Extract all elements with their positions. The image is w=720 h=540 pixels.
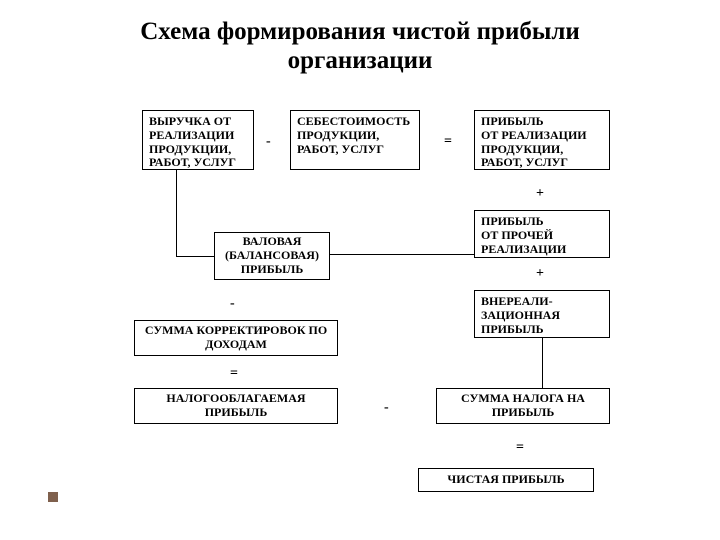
op-row1-equals: = [444, 134, 452, 150]
op-equals-2: = [230, 366, 238, 382]
title-line-2: организации [288, 47, 433, 74]
box-gross: ВАЛОВАЯ (БАЛАНСОВАЯ) ПРИБЫЛЬ [214, 232, 330, 280]
op-plus-2: + [536, 266, 544, 282]
box-taxable-label: НАЛОГООБЛАГАЕМАЯ ПРИБЫЛЬ [141, 392, 331, 420]
box-cost: СЕБЕСТОИМОСТЬ ПРОДУКЦИИ, РАБОТ, УСЛУГ [290, 110, 420, 170]
page-title: Схема формирования чистой прибыли органи… [0, 18, 720, 76]
connector-line [176, 256, 214, 257]
box-profit-sales: ПРИБЫЛЬОТ РЕАЛИЗАЦИИ ПРОДУКЦИИ,РАБОТ, УС… [474, 110, 610, 170]
op-minus-2: - [230, 296, 235, 312]
box-revenue: ВЫРУЧКА ОТ РЕАЛИЗАЦИИ ПРОДУКЦИИ, РАБОТ, … [142, 110, 254, 170]
box-revenue-label: ВЫРУЧКА ОТ РЕАЛИЗАЦИИ ПРОДУКЦИИ, РАБОТ, … [149, 115, 247, 170]
box-tax-label: СУММА НАЛОГА НА ПРИБЫЛЬ [443, 392, 603, 420]
box-cost-label: СЕБЕСТОИМОСТЬ ПРОДУКЦИИ, РАБОТ, УСЛУГ [297, 115, 413, 156]
box-taxable: НАЛОГООБЛАГАЕМАЯ ПРИБЫЛЬ [134, 388, 338, 424]
box-profit-sales-label: ПРИБЫЛЬОТ РЕАЛИЗАЦИИ ПРОДУКЦИИ,РАБОТ, УС… [481, 115, 603, 170]
box-net-label: ЧИСТАЯ ПРИБЫЛЬ [447, 473, 564, 487]
connector-line [176, 170, 177, 256]
box-gross-label: ВАЛОВАЯ (БАЛАНСОВАЯ) ПРИБЫЛЬ [221, 235, 323, 276]
connector-line [542, 338, 543, 388]
box-adjust-label: СУММА КОРРЕКТИРОВОК ПО ДОХОДАМ [141, 324, 331, 352]
box-tax: СУММА НАЛОГА НА ПРИБЫЛЬ [436, 388, 610, 424]
box-adjust: СУММА КОРРЕКТИРОВОК ПО ДОХОДАМ [134, 320, 338, 356]
op-equals-3: = [516, 440, 524, 456]
op-minus-3: - [384, 400, 389, 416]
op-row1-minus: - [266, 134, 271, 150]
title-line-1: Схема формирования чистой прибыли [140, 18, 580, 45]
box-other-profit-label: ПРИБЫЛЬОТ ПРОЧЕЙ РЕАЛИЗАЦИИ [481, 215, 603, 256]
slide-corner-mark [48, 492, 58, 502]
box-nonop: ВНЕРЕАЛИ-ЗАЦИОННАЯ ПРИБЫЛЬ [474, 290, 610, 338]
box-nonop-label: ВНЕРЕАЛИ-ЗАЦИОННАЯ ПРИБЫЛЬ [481, 295, 603, 336]
box-other-profit: ПРИБЫЛЬОТ ПРОЧЕЙ РЕАЛИЗАЦИИ [474, 210, 610, 258]
connector-line [330, 254, 474, 255]
op-plus-1: + [536, 186, 544, 202]
box-net: ЧИСТАЯ ПРИБЫЛЬ [418, 468, 594, 492]
